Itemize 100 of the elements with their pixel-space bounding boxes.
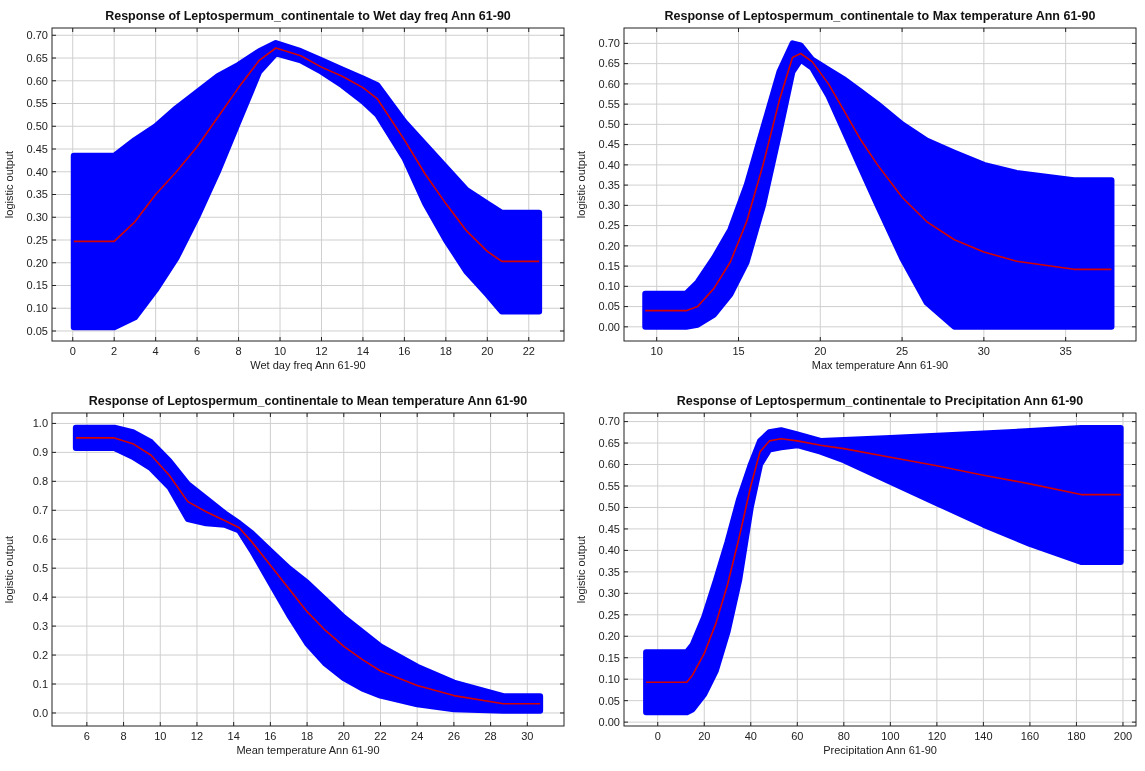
- y-tick-label: 0.65: [598, 57, 620, 70]
- y-tick-label: 0.7: [32, 504, 48, 517]
- y-tick-label: 0.70: [598, 37, 620, 50]
- x-tick-label: 26: [447, 730, 461, 742]
- y-tick-label: 0.70: [598, 415, 620, 428]
- x-tick-label: 18: [300, 730, 314, 742]
- y-tick-label: 0.25: [598, 608, 620, 621]
- y-tick-label: 0.0: [32, 706, 48, 719]
- y-tick-label: 0.15: [26, 279, 48, 292]
- y-tick-label: 0.65: [598, 436, 620, 449]
- x-tick-label: 16: [398, 345, 411, 357]
- y-tick-label: 0.60: [26, 74, 48, 87]
- y-tick-label: 0.35: [26, 188, 48, 201]
- x-tick-label: 8: [120, 730, 127, 742]
- y-tick-label: 0.10: [598, 280, 620, 293]
- x-tick-label: 0: [654, 730, 661, 742]
- y-tick-label: 0.6: [32, 533, 48, 546]
- x-tick-label: 2: [111, 345, 118, 357]
- x-tick-label: 25: [895, 345, 909, 357]
- x-axis-title: Max temperature Ann 61-90: [811, 359, 949, 371]
- y-tick-label: 0.10: [598, 673, 620, 686]
- y-tick-label: 0.45: [26, 142, 48, 155]
- y-tick-label: 0.1: [32, 677, 48, 690]
- x-tick-label: 60: [791, 730, 804, 742]
- x-tick-label: 30: [521, 730, 534, 742]
- x-tick-label: 28: [484, 730, 497, 742]
- y-tick-label: 0.9: [32, 446, 48, 459]
- x-axis-title: Wet day freq Ann 61-90: [250, 359, 366, 371]
- y-tick-label: 0.15: [598, 259, 620, 272]
- x-tick-label: 35: [1059, 345, 1072, 357]
- chart-title: Response of Leptospermum_continentale to Precipitation Ann 61-90: [676, 394, 1084, 408]
- y-tick-label: 0.3: [32, 619, 48, 632]
- y-tick-label: 0.30: [598, 587, 620, 600]
- x-tick-label: 20: [698, 730, 711, 742]
- y-tick-label: 0.35: [598, 178, 620, 191]
- y-tick-label: 0.4: [32, 591, 48, 603]
- y-tick-label: 0.25: [598, 219, 620, 232]
- x-tick-label: 16: [264, 730, 277, 742]
- x-tick-label: 10: [154, 730, 167, 742]
- y-tick-label: 0.25: [26, 233, 48, 246]
- y-axis-title: logistic output: [575, 150, 587, 219]
- x-tick-label: 4: [152, 345, 159, 357]
- y-tick-label: 0.05: [598, 694, 620, 707]
- chart-title: Response of Leptospermum_continentale to Mean temperature Ann 61-90: [88, 394, 528, 408]
- x-tick-label: 180: [1067, 730, 1086, 742]
- x-tick-label: 18: [439, 345, 452, 357]
- y-tick-label: 0.15: [598, 651, 620, 664]
- y-tick-label: 0.00: [598, 715, 620, 728]
- y-tick-label: 0.55: [26, 97, 48, 110]
- y-tick-label: 0.10: [26, 302, 48, 315]
- y-tick-label: 1.0: [32, 417, 48, 430]
- x-axis-title: Precipitation Ann 61-90: [823, 744, 937, 756]
- y-tick-label: 0.30: [26, 211, 48, 224]
- chart-title: Response of Leptospermum_continentale to Wet day freq Ann 61-90: [105, 9, 511, 23]
- y-tick-label: 0.35: [598, 565, 620, 578]
- x-tick-label: 24: [411, 730, 424, 742]
- line-series: [72, 47, 540, 263]
- x-tick-label: 22: [522, 345, 535, 357]
- x-tick-label: 20: [481, 345, 494, 357]
- x-tick-label: 10: [273, 345, 287, 357]
- y-tick-label: 0.5: [32, 562, 48, 575]
- x-tick-label: 100: [881, 730, 900, 742]
- y-tick-label: 0.05: [26, 324, 48, 337]
- y-tick-label: 0.20: [598, 239, 620, 252]
- x-tick-label: 14: [227, 730, 240, 742]
- x-tick-label: 8: [235, 345, 242, 357]
- x-tick-label: 10: [650, 345, 663, 357]
- y-tick-label: 0.55: [598, 479, 620, 492]
- y-tick-label: 0.65: [26, 51, 48, 64]
- x-tick-label: 22: [374, 730, 387, 742]
- x-tick-label: 200: [1113, 730, 1133, 742]
- y-tick-label: 0.40: [598, 544, 620, 557]
- y-tick-label: 0.05: [598, 300, 620, 313]
- y-axis-title: logistic output: [575, 535, 587, 604]
- chart-title: Response of Leptospermum_continentale to Max temperature Ann 61-90: [664, 9, 1096, 23]
- x-tick-label: 140: [974, 730, 993, 742]
- x-tick-label: 20: [337, 730, 350, 742]
- x-tick-label: 12: [315, 345, 328, 357]
- x-axis-title: Mean temperature Ann 61-90: [236, 744, 380, 756]
- x-tick-label: 0: [69, 345, 76, 357]
- y-tick-label: 0.2: [32, 648, 48, 661]
- y-tick-label: 0.8: [32, 475, 48, 488]
- y-axis-title: logistic output: [3, 150, 15, 219]
- y-tick-label: 0.45: [598, 138, 620, 151]
- x-tick-label: 20: [814, 345, 827, 357]
- y-tick-label: 0.50: [598, 118, 620, 131]
- y-tick-label: 0.60: [598, 458, 620, 471]
- y-tick-label: 0.45: [598, 522, 620, 535]
- y-tick-label: 0.20: [26, 256, 48, 269]
- y-tick-label: 0.50: [598, 501, 620, 514]
- x-tick-label: 6: [83, 730, 90, 742]
- x-tick-label: 14: [356, 345, 370, 357]
- y-tick-label: 0.70: [26, 29, 48, 42]
- y-tick-label: 0.30: [598, 199, 620, 212]
- x-tick-label: 120: [927, 730, 947, 742]
- x-tick-label: 80: [837, 730, 850, 742]
- x-tick-label: 40: [744, 730, 757, 742]
- line-series: [645, 437, 1122, 684]
- x-tick-label: 160: [1020, 730, 1040, 742]
- y-tick-label: 0.40: [26, 165, 48, 178]
